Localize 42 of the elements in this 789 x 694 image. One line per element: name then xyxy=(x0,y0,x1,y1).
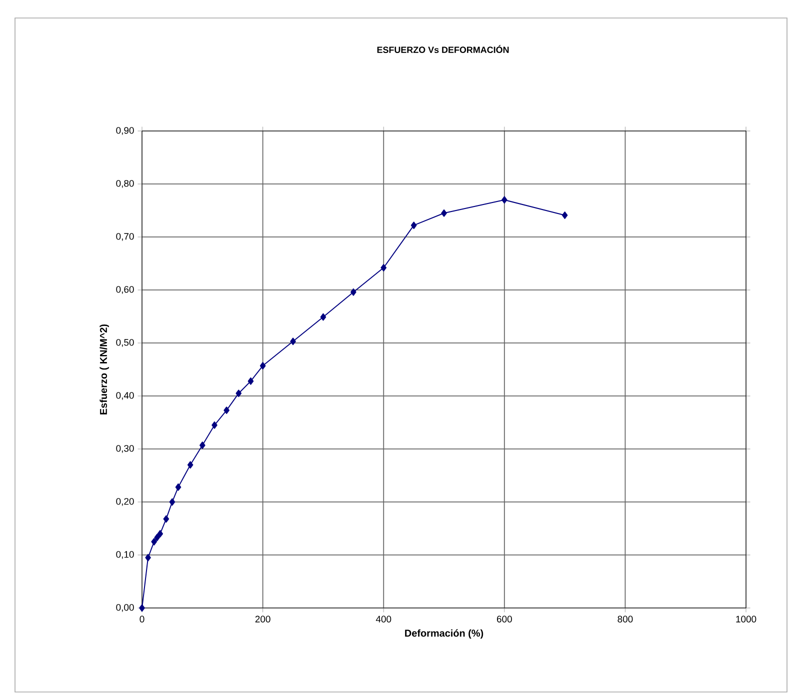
point xyxy=(248,377,254,385)
x-tick-label: 800 xyxy=(618,616,633,622)
point xyxy=(410,222,417,230)
point xyxy=(163,515,170,523)
point xyxy=(350,288,356,296)
point xyxy=(380,264,387,272)
point xyxy=(175,483,182,491)
point xyxy=(441,209,447,217)
point xyxy=(151,538,157,546)
point xyxy=(320,313,326,321)
y-tick-label: 0,70 xyxy=(116,233,134,241)
point xyxy=(502,196,508,204)
y-tick-label: 0,30 xyxy=(116,445,134,453)
chart-title: ESFUERZO Vs DEFORMACIÓN xyxy=(377,44,509,54)
point xyxy=(200,442,206,449)
y-tick-label: 0,60 xyxy=(116,286,134,294)
point xyxy=(212,421,218,429)
x-tick-label: 200 xyxy=(255,616,270,622)
x-tick-label: 400 xyxy=(376,616,392,622)
point xyxy=(145,554,151,562)
y-tick-label: 0,00 xyxy=(116,604,134,612)
point xyxy=(290,338,296,346)
y-tick-label: 0,10 xyxy=(116,551,134,559)
y-tick-label: 0,90 xyxy=(116,127,134,135)
point xyxy=(157,530,164,538)
point xyxy=(224,406,230,414)
y-tick-label: 0,50 xyxy=(116,339,134,347)
x-axis-title: Deformación (%) xyxy=(405,629,484,639)
y-tick-label: 0,40 xyxy=(116,392,134,400)
point xyxy=(154,534,160,542)
point xyxy=(562,212,568,219)
point xyxy=(169,498,176,506)
y-tick-label: 0,20 xyxy=(116,498,134,506)
point xyxy=(139,604,145,612)
x-tick-label: 600 xyxy=(497,616,512,622)
point xyxy=(187,461,194,469)
point xyxy=(260,362,266,370)
point xyxy=(236,390,242,398)
x-tick-label: 1000 xyxy=(736,616,756,622)
x-tick-label: 0 xyxy=(140,616,144,622)
y-axis-title: Esfuerzo ( KN/M^2) xyxy=(100,324,109,414)
y-tick-label: 0,80 xyxy=(116,180,134,188)
